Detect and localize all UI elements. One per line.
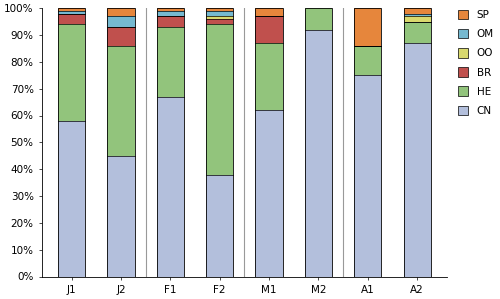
Bar — [156, 97, 184, 277]
Bar — [206, 16, 233, 19]
Bar — [206, 11, 233, 16]
Bar — [206, 24, 233, 175]
Bar — [206, 19, 233, 24]
Bar — [354, 75, 382, 277]
Bar — [58, 8, 85, 277]
Bar — [256, 16, 282, 43]
Bar — [108, 46, 134, 156]
Bar — [58, 24, 85, 121]
Bar — [404, 16, 430, 22]
Bar — [354, 8, 382, 46]
Bar — [256, 43, 282, 110]
Bar — [256, 8, 282, 16]
Bar — [256, 110, 282, 277]
Bar — [58, 11, 85, 13]
Bar — [156, 11, 184, 16]
Bar — [404, 43, 430, 277]
Bar — [156, 8, 184, 277]
Bar — [206, 8, 233, 11]
Bar — [404, 22, 430, 43]
Bar — [108, 156, 134, 277]
Legend: SP, OM, OO, BR, HE, CN: SP, OM, OO, BR, HE, CN — [456, 8, 496, 118]
Bar — [206, 175, 233, 277]
Bar — [354, 8, 382, 277]
Bar — [305, 30, 332, 277]
Bar — [404, 8, 430, 277]
Bar — [354, 46, 382, 75]
Bar — [58, 121, 85, 277]
Bar — [404, 8, 430, 13]
Bar — [156, 8, 184, 11]
Bar — [108, 8, 134, 16]
Bar — [156, 16, 184, 27]
Bar — [58, 8, 85, 11]
Bar — [305, 8, 332, 30]
Bar — [256, 8, 282, 277]
Bar — [206, 8, 233, 277]
Bar — [58, 13, 85, 24]
Bar — [108, 16, 134, 27]
Bar — [305, 8, 332, 277]
Bar — [404, 13, 430, 16]
Bar — [108, 8, 134, 277]
Bar — [108, 27, 134, 46]
Bar — [156, 27, 184, 97]
